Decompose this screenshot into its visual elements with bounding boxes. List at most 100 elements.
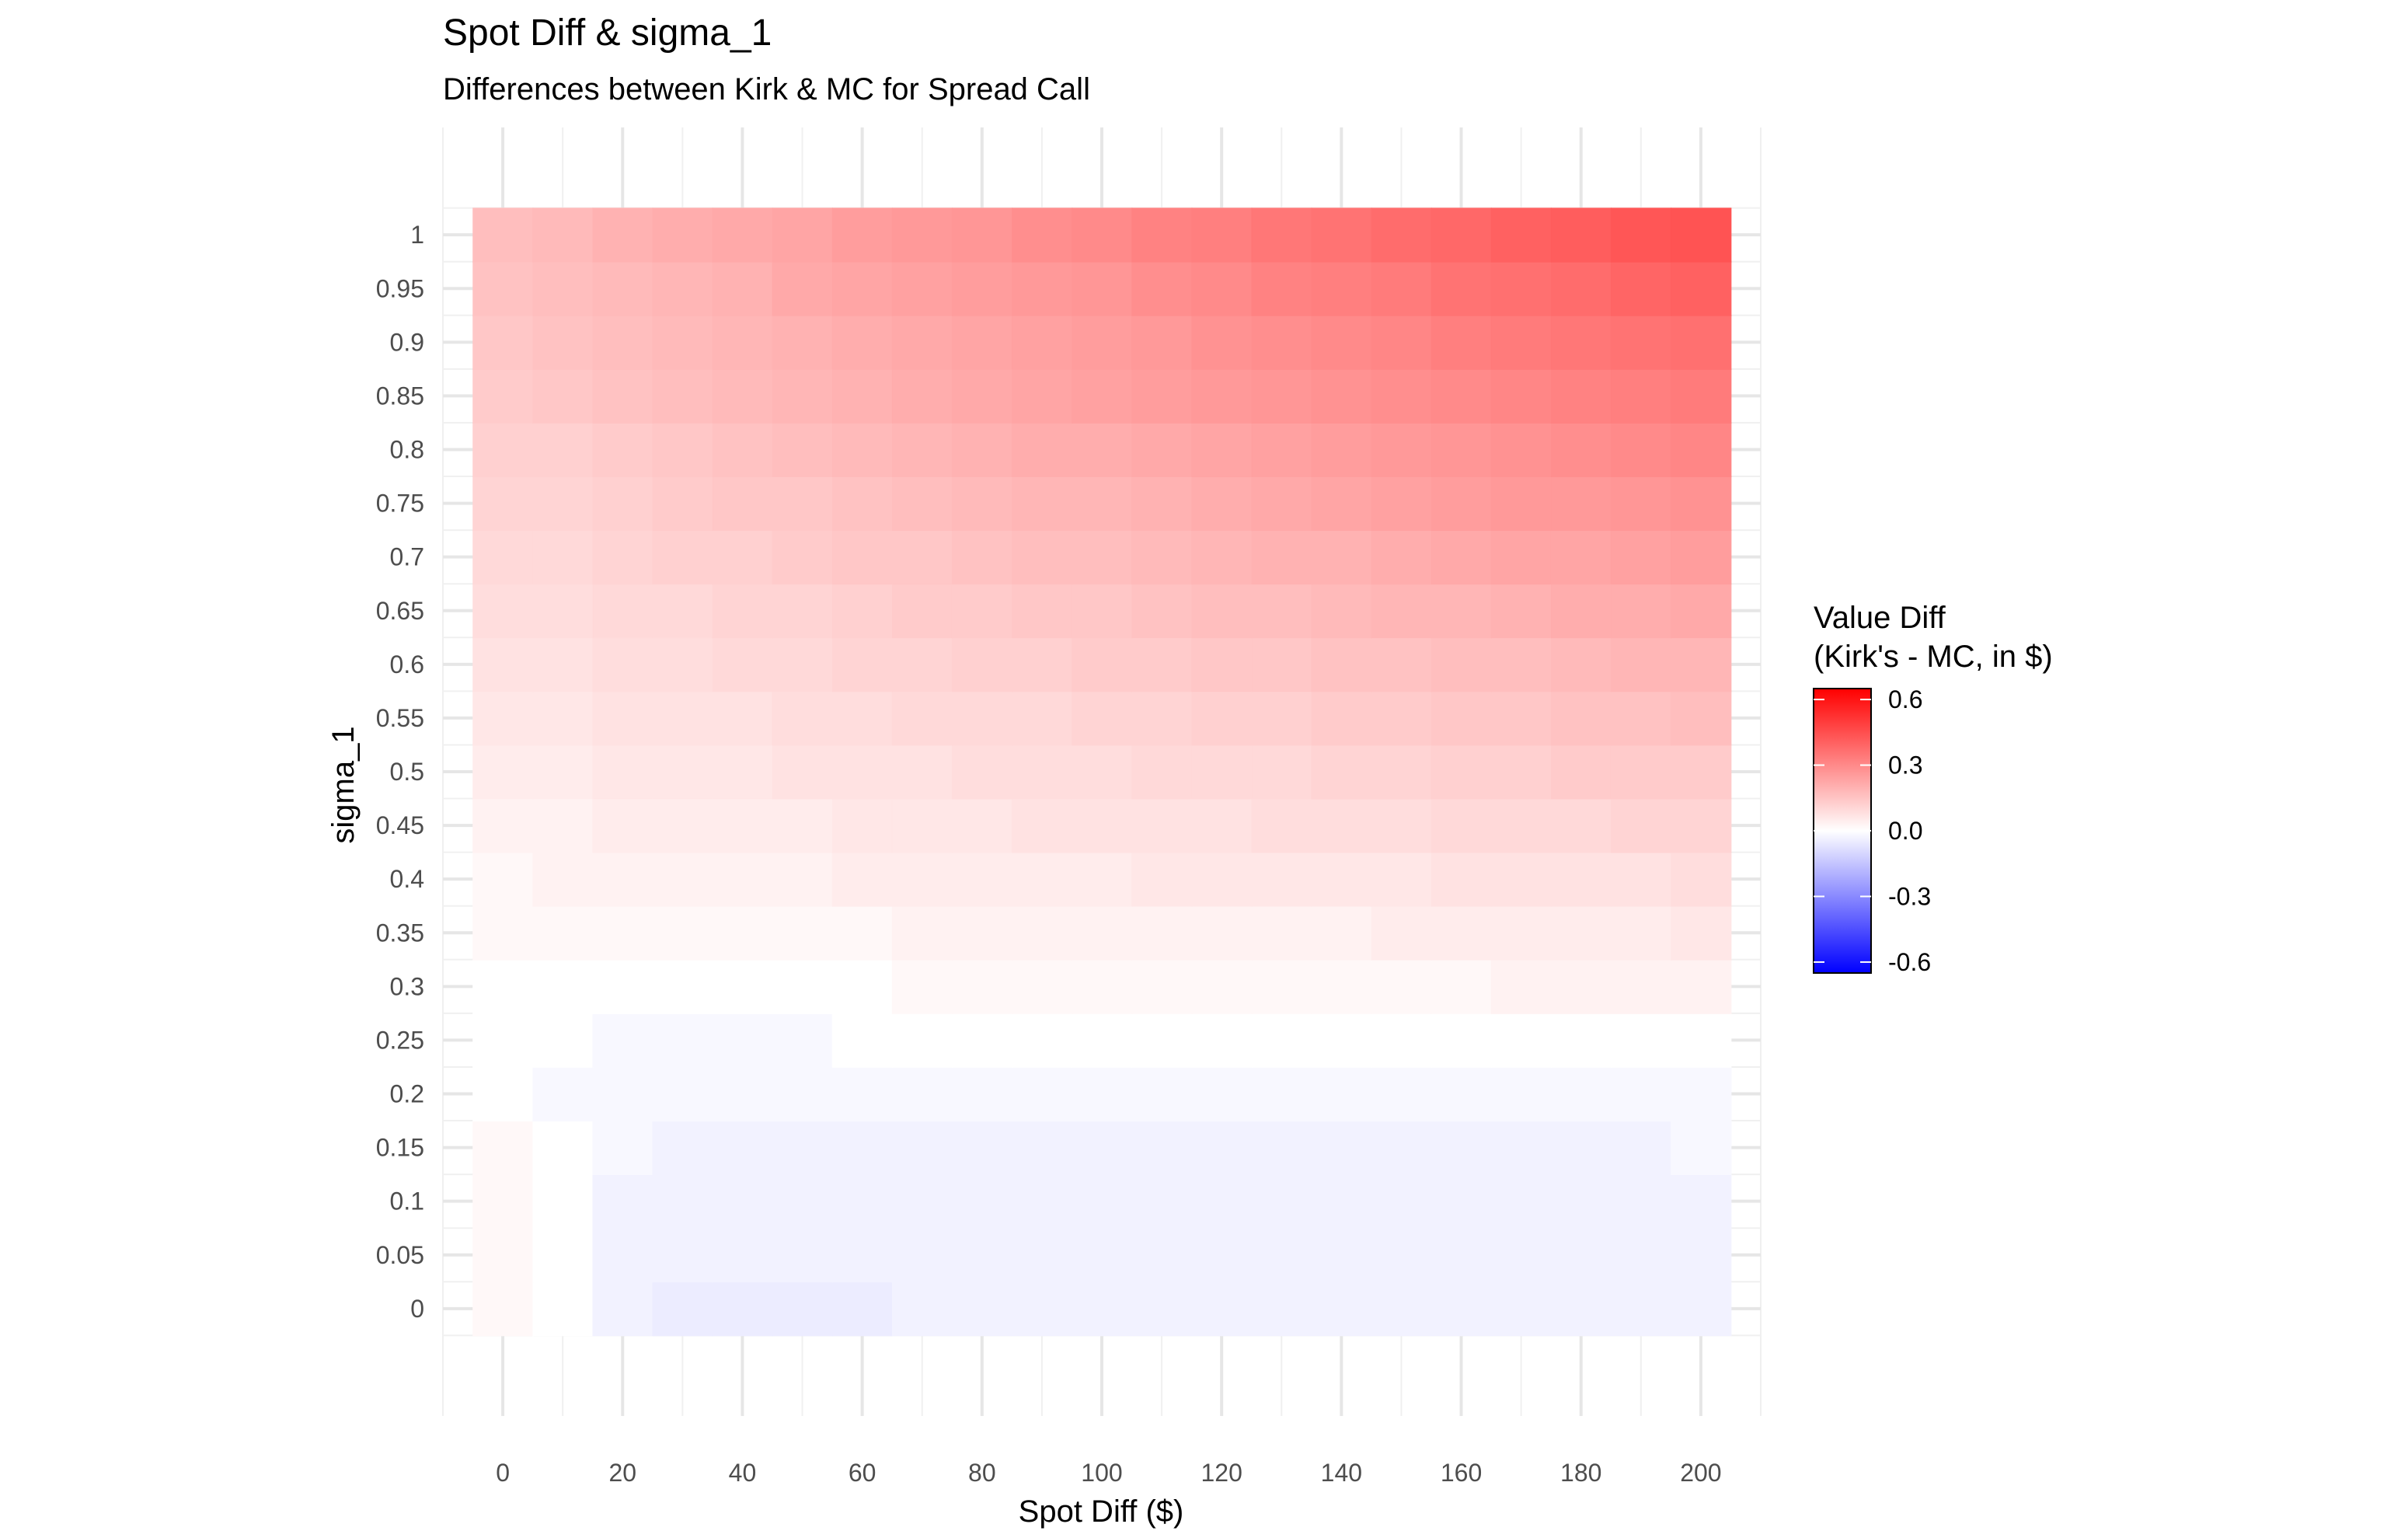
heatmap-tile <box>1550 745 1612 800</box>
heatmap-tile <box>532 1120 594 1176</box>
heatmap-tile <box>1431 368 1492 424</box>
heatmap-tile <box>652 691 713 746</box>
heatmap-tile <box>472 1013 534 1068</box>
heatmap-tile <box>1550 905 1612 961</box>
heatmap-tile <box>1072 1281 1133 1337</box>
heatmap-tile <box>1610 959 1672 1014</box>
heatmap-tile <box>831 1281 894 1337</box>
heatmap-tile <box>1610 529 1672 585</box>
heatmap-tile <box>951 529 1013 585</box>
heatmap-tile <box>1191 798 1253 853</box>
heatmap-tile <box>592 852 653 907</box>
heatmap-tile <box>1191 905 1253 961</box>
heatmap-tile <box>951 261 1013 316</box>
heatmap-tile <box>1671 852 1732 907</box>
heatmap-tile <box>1671 691 1732 746</box>
heatmap-tile <box>1550 1227 1612 1283</box>
heatmap-tile <box>831 691 894 746</box>
x-tick-label: 120 <box>1201 1459 1242 1487</box>
heatmap-tile <box>772 959 833 1014</box>
heatmap-tile <box>951 745 1013 800</box>
heatmap-tile <box>1671 315 1732 370</box>
heatmap-tile <box>831 208 894 263</box>
heatmap-tile <box>1012 208 1073 263</box>
heatmap-tile <box>891 798 953 853</box>
heatmap-tile <box>472 476 534 532</box>
heatmap-tile <box>1671 745 1732 800</box>
heatmap-tile <box>1490 1174 1552 1229</box>
heatmap-tile <box>1431 852 1492 907</box>
heatmap-tile <box>891 1227 953 1283</box>
heatmap-tile <box>1371 798 1432 853</box>
heatmap-tile <box>1610 1120 1672 1176</box>
heatmap-tile <box>1251 852 1312 907</box>
heatmap-tile <box>951 368 1013 424</box>
heatmap-tile <box>532 745 594 800</box>
heatmap-tile <box>1191 1120 1253 1176</box>
heatmap-tile <box>652 422 713 477</box>
heatmap-tile <box>532 583 594 639</box>
heatmap-tile <box>1012 1066 1073 1121</box>
heatmap-tile <box>772 852 833 907</box>
heatmap-tile <box>532 315 594 370</box>
heatmap-tile <box>592 529 653 585</box>
heatmap-tile <box>1012 315 1073 370</box>
heatmap-tile <box>472 905 534 961</box>
heatmap-tile <box>1191 1013 1253 1068</box>
heatmap-tile <box>1490 1013 1552 1068</box>
heatmap-tile <box>1311 1120 1372 1176</box>
heatmap-tile <box>652 368 713 424</box>
heatmap-tile <box>1550 422 1612 477</box>
heatmap-tile <box>1191 1227 1253 1283</box>
heatmap-tile <box>1131 315 1193 370</box>
y-tick-label: 1 <box>410 221 424 249</box>
heatmap-tile <box>532 1066 594 1121</box>
heatmap-tile <box>831 1227 894 1283</box>
heatmap-tile <box>1012 583 1073 639</box>
heatmap-tile <box>1012 368 1073 424</box>
heatmap-tile <box>891 691 953 746</box>
heatmap-tile <box>772 1066 833 1121</box>
chart-title: Spot Diff & sigma_1 <box>443 12 772 54</box>
heatmap-tile <box>1431 315 1492 370</box>
heatmap-tile <box>1431 1281 1492 1337</box>
heatmap-tile <box>1311 636 1372 692</box>
heatmap-tile <box>1671 1227 1732 1283</box>
y-tick-label: 0.95 <box>376 274 424 302</box>
heatmap-tile <box>951 1227 1013 1283</box>
heatmap-tile <box>712 476 773 532</box>
heatmap-tile <box>1490 852 1552 907</box>
heatmap-tile <box>1550 208 1612 263</box>
heatmap-tile <box>1311 691 1372 746</box>
heatmap-tile <box>652 529 713 585</box>
heatmap-tile <box>1012 798 1073 853</box>
heatmap-tile <box>1490 1227 1552 1283</box>
heatmap-tile <box>712 315 773 370</box>
color-legend: Value Diff (Kirk's - MC, in $) 0.6 0.3 0.0… <box>1813 601 2053 976</box>
heatmap-tile <box>1311 1174 1372 1229</box>
heatmap-tile <box>1671 1281 1732 1337</box>
heatmap-tile <box>1311 905 1372 961</box>
heatmap-tile <box>1131 1281 1193 1337</box>
heatmap-tile <box>1550 1174 1612 1229</box>
heatmap-tile <box>532 368 594 424</box>
heatmap-tile <box>1191 1066 1253 1121</box>
heatmap-tile <box>1251 583 1312 639</box>
heatmap-tile <box>772 583 833 639</box>
heatmap-tile <box>831 529 894 585</box>
heatmap-tile <box>1251 1281 1312 1337</box>
legend-tick-label: 0.3 <box>1888 752 1922 779</box>
heatmap-tile <box>1490 745 1552 800</box>
heatmap-tile <box>712 745 773 800</box>
heatmap-tile <box>472 583 534 639</box>
y-tick-label: 0.4 <box>390 865 424 893</box>
heatmap-tile <box>1550 1120 1612 1176</box>
heatmap-tile <box>532 529 594 585</box>
heatmap-tile <box>891 959 953 1014</box>
heatmap-tile <box>592 208 653 263</box>
heatmap-tile <box>772 691 833 746</box>
heatmap-tile <box>712 368 773 424</box>
heatmap-tile <box>1012 1174 1073 1229</box>
heatmap-tile <box>1191 1174 1253 1229</box>
heatmap-tile <box>1072 1066 1133 1121</box>
